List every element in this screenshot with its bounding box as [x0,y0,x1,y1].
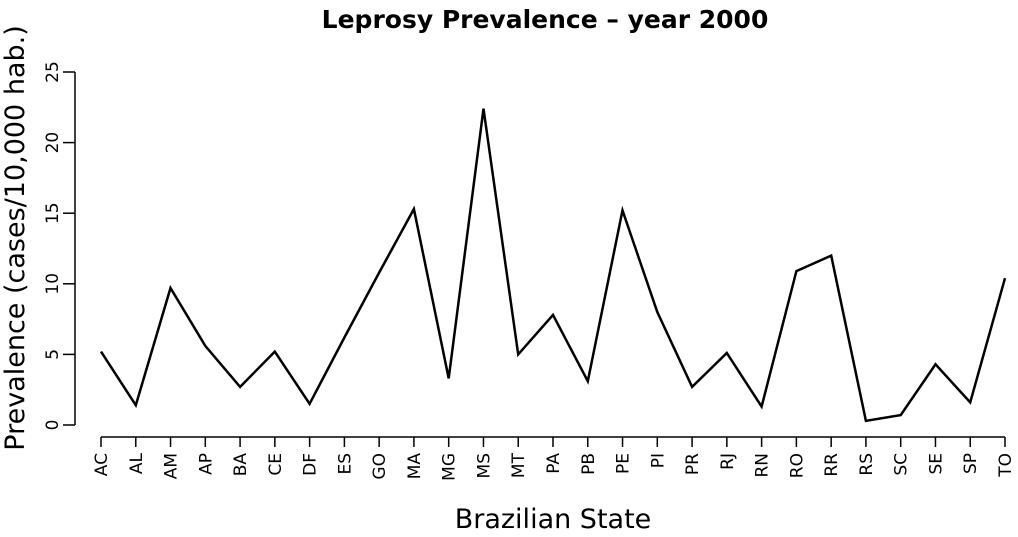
series-group [99,108,1007,423]
x-axis: AC AL AM AP BA CE DF ES GO MA MG MS MT PA PB PE PI PR RJ RN… [92,436,1016,481]
y-axis: 0 5 10 15 20 25 [43,61,76,431]
x-tick-label: BA [231,453,251,477]
x-tick-label: SP [961,453,981,474]
series-line [99,108,1007,423]
x-tick-label: AL [127,452,147,474]
y-tick-label: 0 [43,420,63,431]
x-tick-label: SC [892,453,912,476]
x-tick-label: MG [440,453,460,481]
x-tick-label: RJ [718,453,738,470]
x-tick-label: CE [266,453,286,476]
y-tick-label: 5 [43,349,63,360]
x-tick-label: PE [614,453,634,474]
y-tick-label: 20 [43,132,63,154]
x-tick-label: RR [822,453,842,477]
x-tick-label: AC [92,453,112,476]
x-tick-label: GO [370,453,390,480]
x-tick-label: MS [474,453,494,478]
x-tick-label: MT [509,452,529,478]
y-tick-label: 15 [43,202,63,224]
x-tick-label: RO [787,453,807,478]
y-tick-label: 25 [43,61,63,83]
chart-title: Leprosy Prevalence – year 2000 [322,5,769,34]
x-axis-label: Brazilian State [455,504,652,535]
x-tick-label: AP [196,453,216,475]
y-tick-label: 10 [43,273,63,295]
x-tick-label: MA [405,453,425,480]
x-tick-label: RS [857,453,877,476]
x-tick-label: PI [648,453,668,468]
x-tick-label: PR [683,453,703,475]
x-tick-label: PB [579,453,599,475]
x-tick-label: PA [544,453,564,474]
x-tick-label: RN [753,453,773,478]
x-tick-label: DF [301,453,321,476]
x-tick-label: ES [335,453,355,475]
x-tick-label: AM [162,453,182,479]
y-axis-label: Prevalence (cases/10,000 hab.) [0,25,31,450]
x-tick-label: TO [996,453,1016,478]
x-tick-label: SE [926,453,946,475]
